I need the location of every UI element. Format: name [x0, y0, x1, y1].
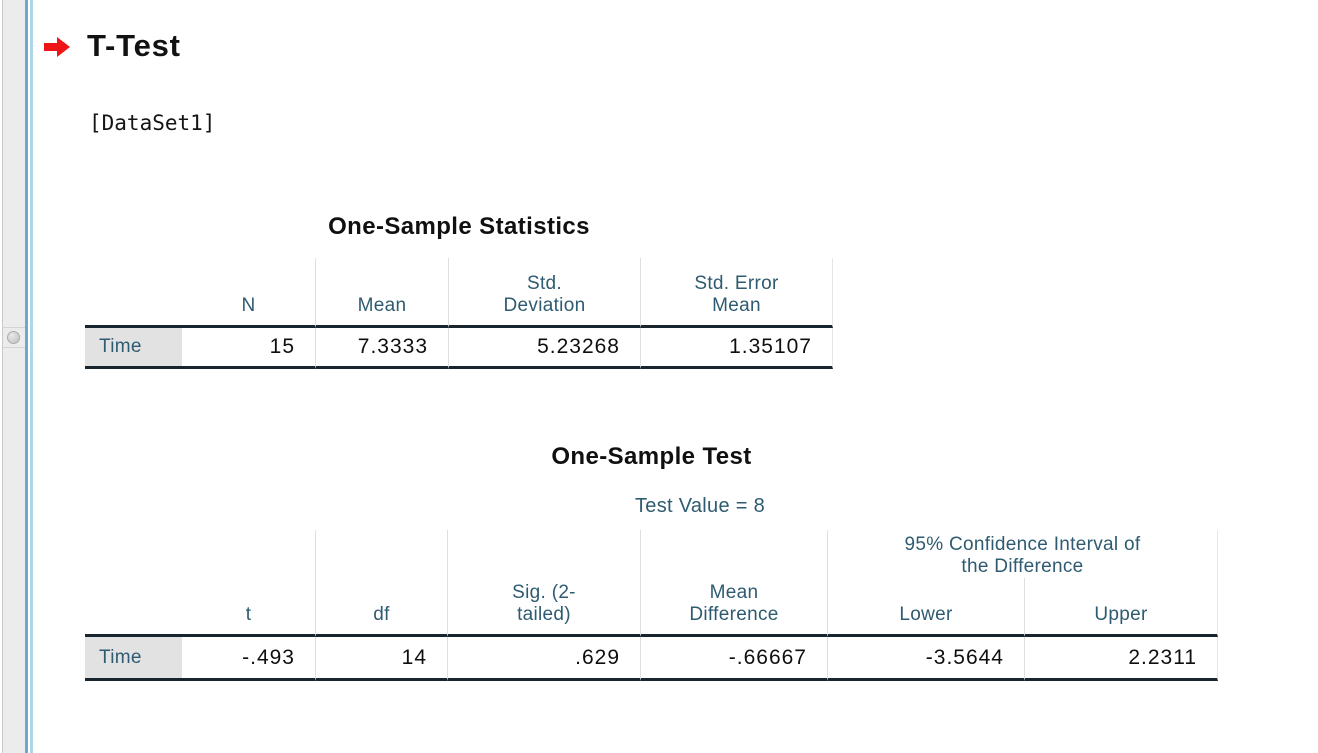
col-header-df: df: [315, 530, 447, 637]
one-sample-statistics-table[interactable]: One-Sample Statistics N Mean Std. Deviat…: [85, 214, 833, 369]
row-header-time: Time: [85, 328, 182, 369]
corner-header-cell: [85, 258, 182, 328]
dataset-log-text[interactable]: [DataSet1]: [89, 111, 216, 135]
pane-toggle-handle-icon[interactable]: [7, 331, 20, 344]
cell-ci-upper: 2.2311: [1024, 637, 1218, 681]
table-grid: t df Sig. (2- tailed) Mean Difference 95…: [85, 530, 1218, 681]
cell-std-error-mean: 1.35107: [640, 328, 833, 369]
cell-mean: 7.3333: [315, 328, 448, 369]
cell-std-deviation: 5.23268: [448, 328, 640, 369]
splitter-handle-segment: [2, 327, 25, 348]
col-header-std-deviation: Std. Deviation: [448, 258, 640, 328]
cell-df: 14: [315, 637, 447, 681]
col-header-mean-difference: Mean Difference: [640, 530, 827, 637]
col-header-n: N: [182, 258, 315, 328]
table-title: One-Sample Statistics: [328, 213, 590, 240]
red-arrow-icon: [44, 37, 70, 57]
corner-header-cell: [85, 530, 182, 637]
col-header-std-error-mean: Std. Error Mean: [640, 258, 833, 328]
output-heading-title[interactable]: T-Test: [87, 28, 181, 63]
col-header-sig-2-tailed: Sig. (2- tailed): [447, 530, 640, 637]
col-header-t: t: [182, 530, 315, 637]
table-grid: N Mean Std. Deviation Std. Error Mean Ti…: [85, 258, 833, 369]
col-header-upper: Upper: [1024, 578, 1218, 637]
outline-pane-rail: [2, 0, 25, 753]
cell-mean-difference: -.66667: [640, 637, 827, 681]
col-header-mean: Mean: [315, 258, 448, 328]
one-sample-test-table[interactable]: One-Sample Test Test Value = 8 t df Sig.…: [85, 444, 1218, 681]
cell-t: -.493: [182, 637, 315, 681]
pane-splitter-highlight: [30, 0, 33, 753]
table-title: One-Sample Test: [551, 443, 752, 470]
cell-sig-2-tailed: .629: [447, 637, 640, 681]
spanner-95-ci: 95% Confidence Interval of the Differenc…: [827, 530, 1218, 578]
col-header-lower: Lower: [827, 578, 1024, 637]
pane-splitter[interactable]: [25, 0, 28, 753]
spanner-test-value: Test Value = 8: [634, 495, 766, 517]
row-header-time: Time: [85, 637, 182, 681]
cell-ci-lower: -3.5644: [827, 637, 1024, 681]
cell-n: 15: [182, 328, 315, 369]
